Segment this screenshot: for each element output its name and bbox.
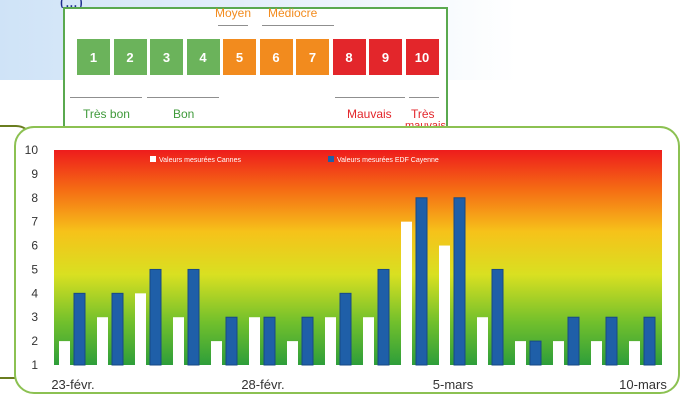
tres-mauvais-bracket [409,97,439,98]
page-title-fragment: (...) [60,0,660,8]
y-tick-label: 5 [31,262,38,276]
bar-cannes-28-févr. [249,317,260,365]
bar-cannes-8-mars [553,341,564,365]
legend-swatch [150,156,156,162]
mediocre-bracket [262,25,334,26]
bar-cannes-4-mars [401,221,412,365]
bar-cannes-9-mars [591,341,602,365]
bar-cayenne-10-mars [643,316,656,366]
label-moyen: Moyen [215,6,252,20]
bar-cayenne-5-mars [453,197,466,366]
scale-cell-4: 4 [186,39,220,75]
scale-cell-10: 10 [405,39,439,75]
y-tick-label: 8 [31,191,38,205]
label-mauvais: Mauvais [347,107,392,121]
legend-label: Valeurs mesurées EDF Cayenne [337,157,439,164]
scale-cell-5: 5 [223,39,256,75]
air-quality-scale: 1 2 3 4 5 6 7 8 9 10 Moyen Médiocre Très bon Bon … [63,6,448,133]
legend-swatch [328,156,334,162]
bar-cannes-25-févr. [135,293,146,365]
bar-cayenne-27-févr. [225,316,238,366]
mauvais-bracket [335,97,405,98]
bar-cannes-2-mars [325,317,336,365]
bar-cannes-23-févr. [59,341,70,365]
scale-cell-8: 8 [332,39,366,75]
bar-cayenne-8-mars [567,316,580,366]
scale-cell-6: 6 [259,39,293,75]
y-tick-label: 3 [31,310,38,324]
bar-cayenne-6-mars [491,268,504,366]
scale-cell-9: 9 [369,39,402,75]
bar-cayenne-23-févr. [73,292,86,366]
x-tick-label: 23-févr. [51,377,94,392]
bar-cannes-7-mars [515,341,526,365]
y-tick-label: 6 [31,239,38,253]
bar-cannes-10-mars [629,341,640,365]
x-tick-label: 5-mars [433,377,474,392]
label-tres-mauvais-1: Très [411,107,435,121]
scale-cell-7: 7 [296,39,329,75]
x-tick-label: 10-mars [619,377,667,392]
bar-cayenne-2-mars [339,292,352,366]
bar-cannes-1-mars [287,341,298,365]
y-tick-label: 9 [31,167,38,181]
scale-cell-3: 3 [150,39,183,75]
scale-cell-2: 2 [113,39,147,75]
bar-cannes-6-mars [477,317,488,365]
y-tick-label: 1 [31,358,38,372]
moyen-bracket [218,25,248,26]
label-mediocre: Médiocre [268,6,318,20]
bar-cayenne-4-mars [415,197,428,366]
bar-cayenne-24-févr. [111,292,124,366]
bar-cannes-24-févr. [97,317,108,365]
bar-cayenne-26-févr. [187,268,200,366]
bar-cannes-5-mars [439,245,450,365]
bar-cayenne-7-mars [529,340,542,366]
scale-cell-1: 1 [77,39,110,75]
tres-bon-bracket [70,97,142,98]
bar-cannes-27-févr. [211,341,222,365]
bon-bracket [147,97,219,98]
label-tres-bon: Très bon [83,107,130,121]
bar-cayenne-28-févr. [263,316,276,366]
bar-cannes-3-mars [363,317,374,365]
bar-cayenne-3-mars [377,268,390,366]
label-bon: Bon [173,107,195,121]
y-tick-label: 7 [31,215,38,229]
y-tick-label: 10 [25,143,39,157]
bar-cannes-26-févr. [173,317,184,365]
bar-cayenne-1-mars [301,316,314,366]
y-tick-label: 2 [31,334,38,348]
bar-cayenne-9-mars [605,316,618,366]
x-tick-label: 28-févr. [241,377,284,392]
legend-label: Valeurs mesurées Cannes [159,157,241,164]
y-tick-label: 4 [31,286,38,300]
bar-cayenne-25-févr. [149,268,162,366]
